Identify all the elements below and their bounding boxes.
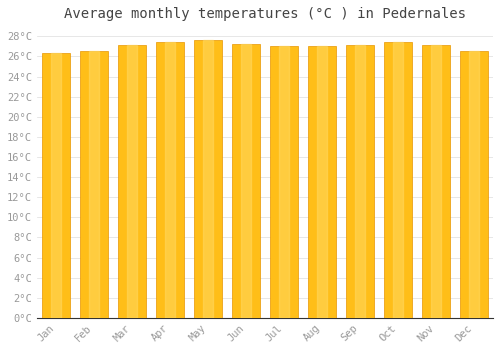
Bar	[270, 47, 298, 318]
Bar	[469, 51, 479, 318]
Bar	[431, 46, 441, 318]
Bar	[279, 47, 289, 318]
Bar	[118, 46, 146, 318]
Bar	[42, 54, 70, 318]
Title: Average monthly temperatures (°C ) in Pedernales: Average monthly temperatures (°C ) in Pe…	[64, 7, 466, 21]
Bar	[165, 42, 175, 318]
Bar	[232, 44, 260, 318]
Bar	[317, 47, 327, 318]
Bar	[80, 51, 108, 318]
Bar	[422, 46, 450, 318]
Bar	[355, 46, 365, 318]
Bar	[384, 42, 412, 318]
Bar	[194, 40, 222, 318]
Bar	[127, 46, 137, 318]
Bar	[460, 51, 488, 318]
Bar	[51, 54, 61, 318]
Bar	[156, 42, 184, 318]
Bar	[346, 46, 374, 318]
Bar	[393, 42, 403, 318]
Bar	[89, 51, 99, 318]
Bar	[308, 47, 336, 318]
Bar	[203, 40, 213, 318]
Bar	[241, 44, 251, 318]
